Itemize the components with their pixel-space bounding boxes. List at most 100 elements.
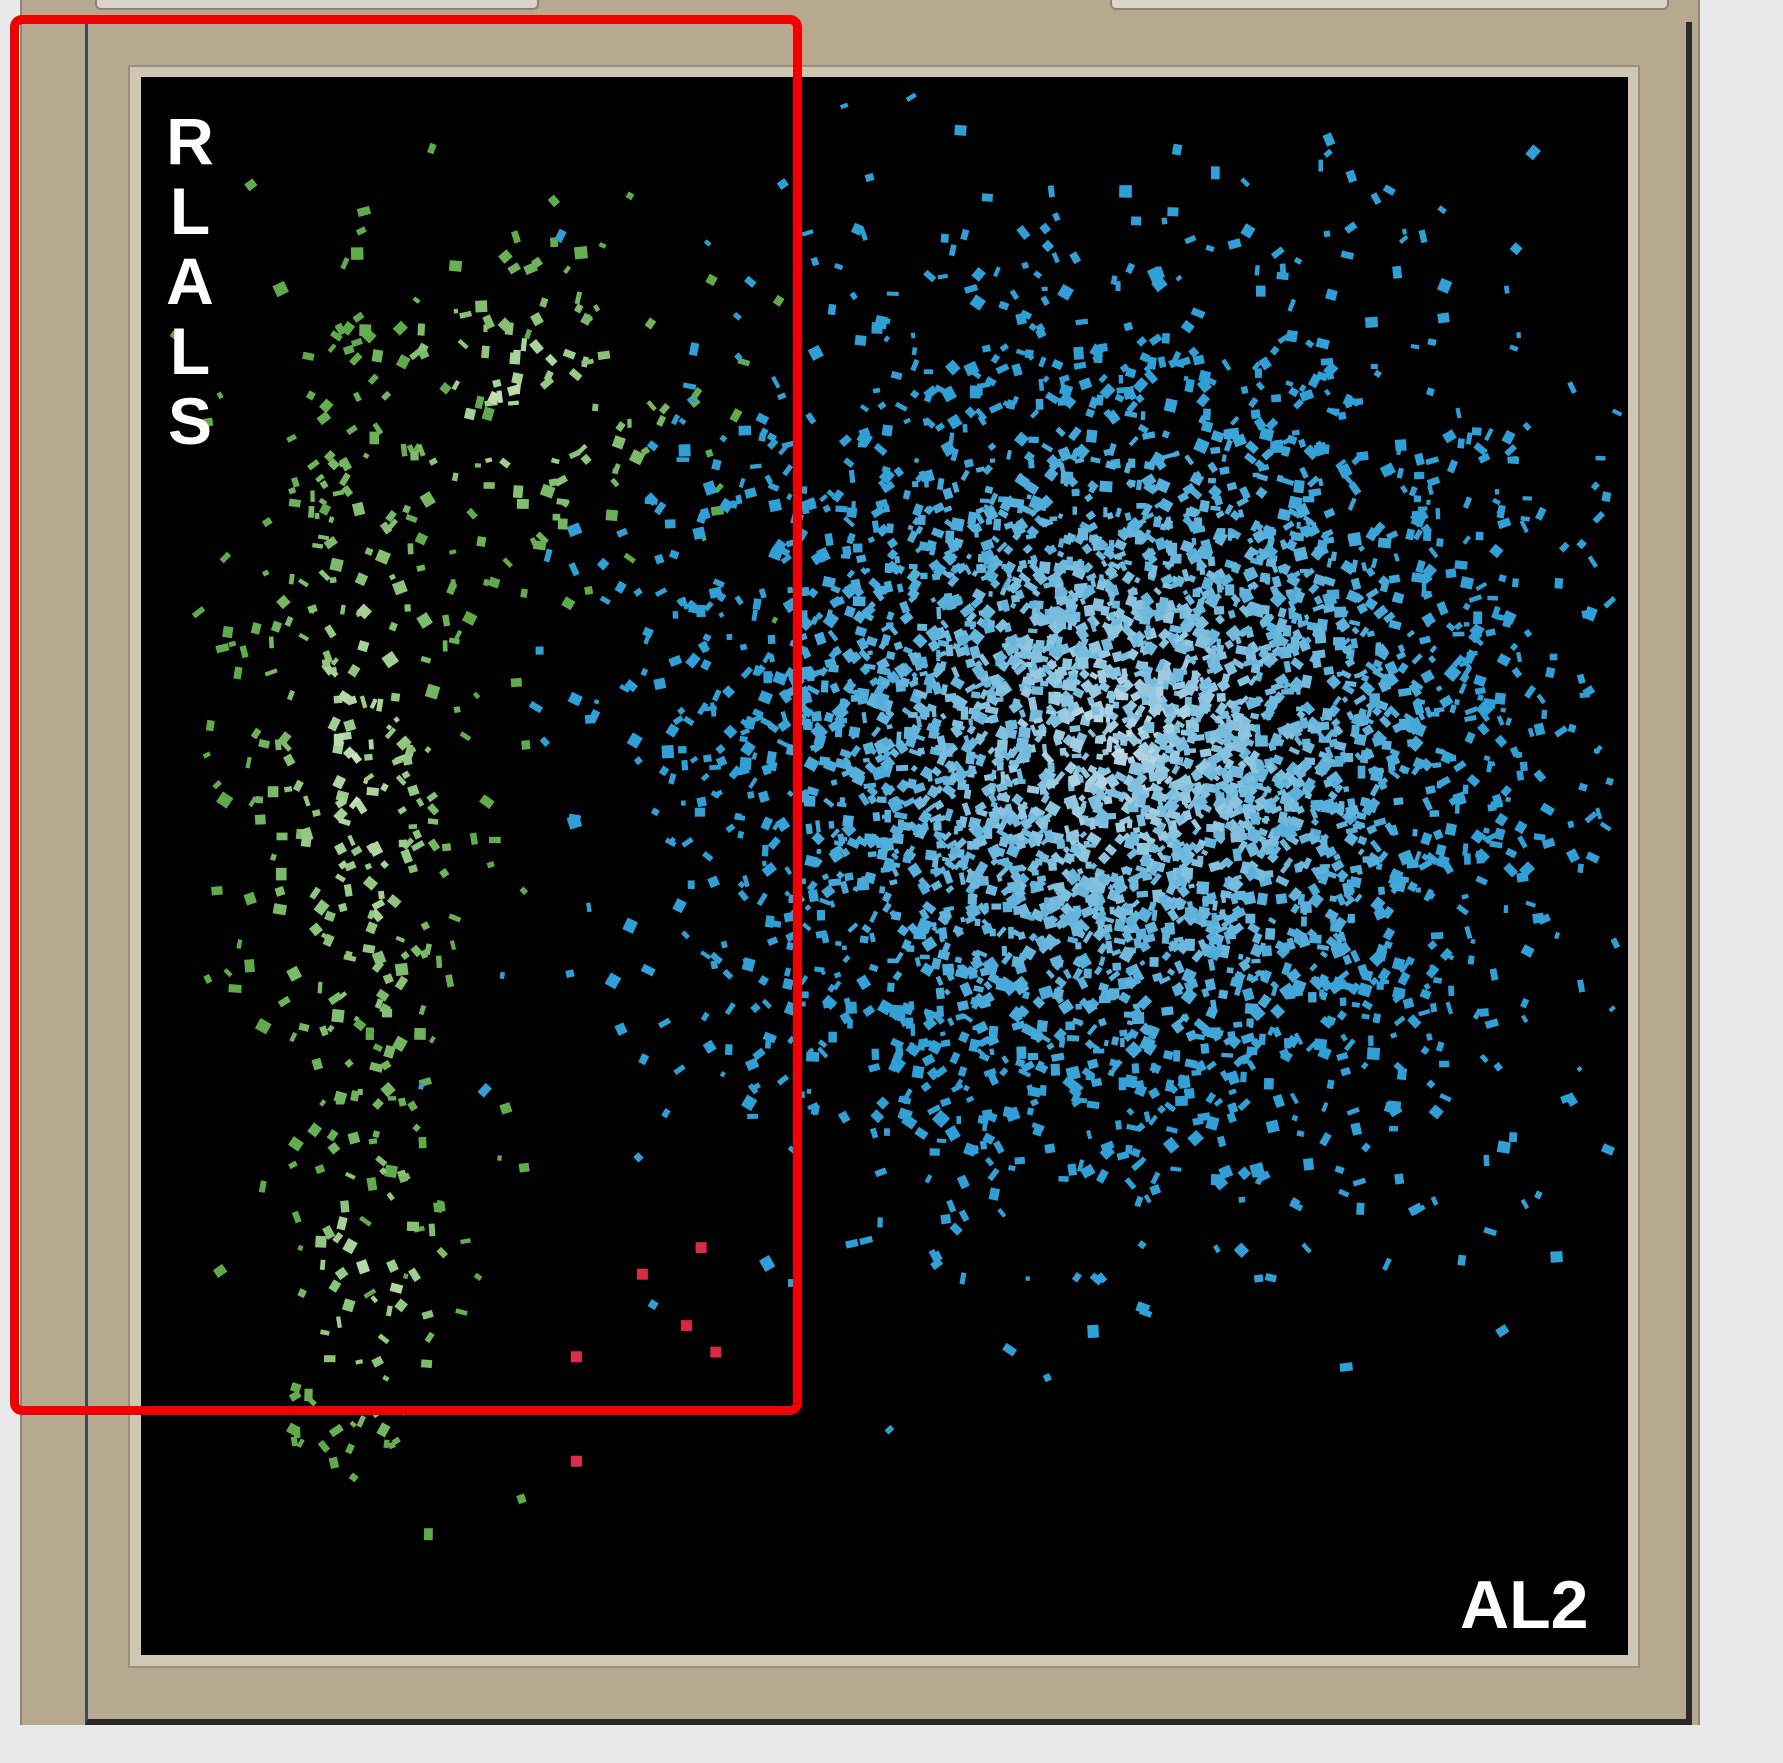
data-point [1316, 944, 1330, 951]
data-point [1193, 437, 1210, 455]
data-point [1041, 239, 1055, 253]
data-point [852, 596, 866, 607]
data-point [1340, 1033, 1348, 1042]
data-point [1115, 692, 1129, 701]
data-point [1479, 1053, 1489, 1064]
data-point [1449, 704, 1457, 714]
data-point [1265, 1119, 1280, 1134]
data-point [1028, 436, 1039, 444]
data-point [972, 1025, 983, 1031]
data-point [1369, 839, 1382, 853]
data-point [990, 353, 1001, 364]
data-point [328, 1423, 344, 1438]
data-point [212, 779, 222, 790]
data-point [930, 596, 937, 603]
top-tab-right[interactable] [1110, 0, 1669, 10]
data-point [1137, 423, 1149, 434]
data-point [1240, 1071, 1247, 1083]
data-point [907, 862, 923, 878]
data-point [1068, 426, 1082, 442]
data-point [895, 764, 909, 772]
data-point [1433, 976, 1443, 984]
data-point [1335, 820, 1348, 830]
scatter-plot-area[interactable] [141, 77, 1628, 1655]
data-point [1376, 981, 1384, 990]
data-point [1010, 594, 1021, 603]
data-point [326, 1129, 339, 1142]
data-point [248, 796, 258, 808]
data-point [362, 875, 379, 891]
data-point [396, 735, 412, 751]
data-point [1369, 693, 1381, 707]
data-point [1264, 927, 1276, 941]
data-point [855, 554, 867, 564]
data-point [940, 1213, 952, 1225]
data-point [889, 1004, 903, 1018]
data-point [1308, 992, 1317, 1003]
data-point [1345, 827, 1358, 835]
data-point [1092, 1048, 1105, 1054]
data-point [1131, 1147, 1141, 1158]
data-point [1003, 560, 1017, 575]
data-point [987, 442, 997, 452]
data-point [943, 988, 951, 996]
data-point [920, 572, 928, 580]
data-point [322, 650, 334, 664]
data-point [1210, 505, 1221, 512]
data-point [1388, 574, 1401, 584]
data-point [969, 294, 986, 311]
data-point [962, 423, 968, 433]
data-point [1182, 589, 1189, 596]
data-point [228, 640, 237, 648]
data-point [885, 622, 894, 630]
data-point [1126, 1107, 1135, 1116]
data-point [1454, 699, 1460, 706]
data-point [849, 744, 862, 758]
data-point [1407, 735, 1424, 752]
data-point [1031, 686, 1044, 696]
data-point [1430, 1196, 1439, 1206]
data-point [1026, 1107, 1035, 1116]
data-point [942, 869, 954, 885]
data-point [940, 1039, 951, 1048]
data-point [1202, 895, 1209, 907]
data-point [1164, 1101, 1177, 1113]
data-point [956, 1116, 962, 1124]
data-point [1343, 831, 1359, 847]
data-point [1013, 431, 1030, 447]
data-point [1227, 238, 1242, 250]
data-point [1293, 479, 1305, 494]
data-point [805, 412, 817, 425]
data-point [191, 606, 206, 619]
data-point [499, 1102, 513, 1115]
data-point [965, 902, 982, 919]
data-point [874, 1167, 888, 1178]
top-tab-left[interactable] [95, 0, 539, 10]
data-point [1073, 346, 1085, 360]
data-point [1285, 380, 1294, 387]
data-point [1026, 785, 1040, 795]
data-point [395, 774, 407, 786]
data-point [357, 1088, 363, 1096]
data-point [883, 1128, 890, 1136]
data-point [945, 884, 955, 894]
data-point [946, 1199, 957, 1213]
data-point [1535, 506, 1547, 521]
data-point [973, 985, 985, 993]
data-point [275, 867, 287, 881]
data-point [646, 400, 657, 412]
data-point [1498, 574, 1507, 583]
data-point [917, 809, 933, 825]
data-point [1446, 459, 1459, 474]
data-point [1105, 968, 1113, 975]
data-point [1014, 1156, 1026, 1165]
data-point [1600, 1143, 1616, 1156]
data-point [1344, 752, 1354, 763]
data-point [874, 753, 885, 763]
data-point [1225, 912, 1238, 924]
data-point [984, 485, 994, 495]
data-point [886, 611, 895, 621]
data-point [1143, 1111, 1151, 1123]
data-point [311, 1057, 324, 1071]
data-point [872, 387, 881, 394]
